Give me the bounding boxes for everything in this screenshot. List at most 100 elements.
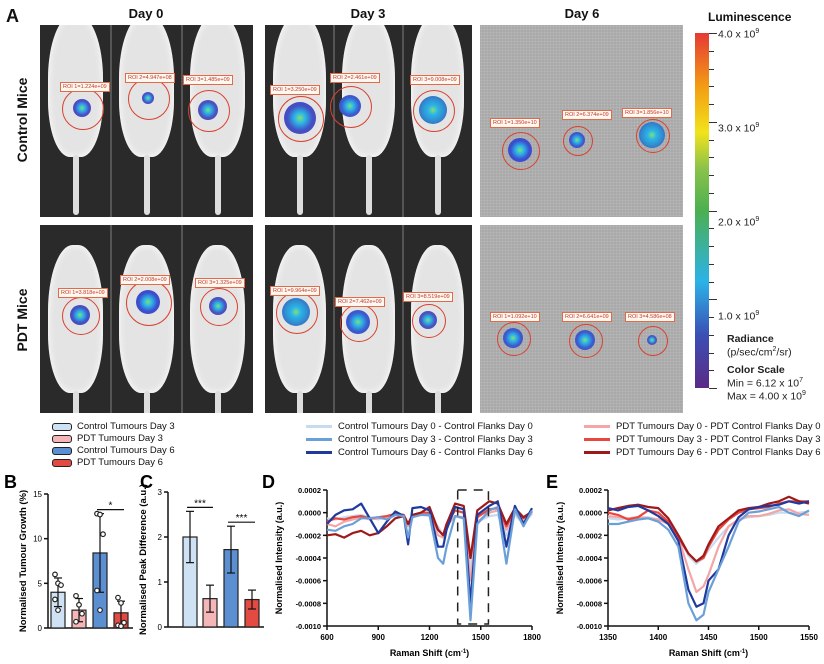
roi-label: ROI 2=6.374e+09	[562, 110, 612, 120]
roi-circle[interactable]	[413, 90, 455, 132]
roi-label: ROI 3=1.325e+09	[195, 278, 245, 288]
legend-line-swatch	[584, 438, 610, 441]
color-scale-label: Color Scale	[727, 364, 785, 376]
colorbar-tick-mark	[709, 334, 714, 336]
mouse-tail	[434, 391, 441, 413]
roi-label: ROI 3=8.519e+09	[403, 292, 453, 302]
legend-swatch	[52, 434, 72, 443]
y-tick-label: 0	[38, 624, 43, 633]
divider	[333, 25, 336, 217]
x-tick-label: 1500	[472, 633, 490, 642]
y-tick-label: -0.0002	[296, 531, 321, 540]
roi-label: ROI 2=4.947e+08	[125, 73, 175, 83]
roi-circle[interactable]	[188, 90, 230, 132]
legend-line-swatch	[584, 451, 610, 454]
colorbar-tick-mark	[709, 210, 717, 212]
panel-a-label: A	[6, 6, 19, 26]
data-point	[73, 618, 79, 625]
radiance-label: Radiance	[727, 333, 774, 345]
roi-label: ROI 1=9.964e+09	[270, 286, 320, 296]
y-tick-label: -0.0008	[296, 599, 321, 608]
series-line-2	[608, 505, 810, 622]
x-tick-label: 1400	[649, 633, 667, 642]
y-tick-label: 0.0002	[579, 486, 602, 495]
data-point	[100, 531, 106, 538]
x-tick-label: 1550	[800, 633, 818, 642]
roi-circle[interactable]	[636, 119, 670, 153]
colorbar-tick-mark	[709, 157, 714, 159]
divider	[180, 225, 183, 413]
colorbar-tick-mark	[709, 175, 714, 176]
y-tick-label: -0.0008	[577, 599, 602, 608]
colorbar-tick-mark	[709, 192, 714, 194]
legend-item-bar: Control Tumours Day 3	[52, 421, 175, 432]
data-point	[79, 610, 85, 617]
legend-item-bar: PDT Tumours Day 3	[52, 433, 163, 444]
series-line-2	[326, 505, 533, 622]
legend-item-line: PDT Tumours Day 6 - PDT Control Flanks D…	[584, 447, 821, 458]
colorbar-tick-mark	[709, 370, 714, 372]
legend-line-swatch	[306, 438, 332, 441]
data-point	[121, 619, 127, 626]
series-line-6	[607, 495, 810, 563]
colorbar-tick-mark	[709, 33, 717, 34]
roi-circle[interactable]	[200, 288, 238, 326]
y-tick-label: 0.0002	[298, 486, 321, 495]
roi-circle[interactable]	[569, 324, 603, 358]
roi-label: ROI 1=3.250e+09	[270, 85, 320, 95]
legend-label: PDT Tumours Day 6 - PDT Control Flanks D…	[616, 447, 821, 458]
divider	[180, 25, 183, 217]
day-0-heading: Day 0	[128, 6, 164, 21]
roi-circle[interactable]	[563, 126, 593, 156]
roi-circle[interactable]	[497, 322, 531, 356]
legend-item-line: PDT Tumours Day 0 - PDT Control Flanks D…	[584, 421, 821, 432]
legend-line-swatch	[584, 425, 610, 428]
roi-circle[interactable]	[278, 96, 324, 142]
data-point	[97, 607, 103, 614]
x-tick-label: 1450	[700, 633, 718, 642]
colorbar-tick-4: 4.0 x 109	[718, 28, 760, 41]
panel-label-e: E	[546, 472, 558, 492]
y-tick-label: -0.0004	[577, 554, 603, 563]
roi-circle[interactable]	[330, 86, 372, 128]
data-point	[115, 594, 121, 601]
y-tick-label: 2	[158, 533, 163, 542]
colorbar-tick-mark	[709, 352, 714, 354]
data-point	[52, 596, 58, 603]
y-axis-label: Normalised Intensity (a.u.)	[274, 502, 284, 615]
colorbar-tick-mark	[709, 50, 714, 52]
x-axis-label: Raman Shift (cm-1)	[669, 648, 748, 658]
legend-item-line: Control Tumours Day 6 - Control Flanks D…	[306, 447, 533, 458]
roi-label: ROI 2=2.461e+09	[330, 73, 380, 83]
mouse-tail	[365, 391, 372, 413]
significance-label: ***	[194, 498, 206, 509]
data-point	[73, 592, 79, 599]
colorbar-tick-1: 1.0 x 109	[718, 310, 760, 323]
divider	[401, 25, 404, 217]
roi-circle[interactable]	[502, 132, 540, 170]
x-tick-label: 600	[320, 633, 334, 642]
colorbar-tick-mark	[709, 299, 717, 301]
legend-label: Control Tumours Day 3 - Control Flanks D…	[338, 434, 533, 445]
legend-line-swatch	[306, 451, 332, 454]
roi-circle[interactable]	[638, 326, 668, 356]
colorbar-tick-mark	[709, 317, 714, 318]
roi-label: ROI 2=6.641e+09	[562, 312, 612, 322]
color-scale-max: Max = 4.00 x 109	[727, 390, 806, 403]
y-tick-label: -0.0006	[577, 577, 602, 586]
y-tick-label: 10	[33, 535, 42, 544]
legend-label: PDT Tumours Day 3 - PDT Control Flanks D…	[616, 434, 821, 445]
day-6-heading: Day 6	[564, 6, 600, 21]
roi-label: ROI 3=1.856e+10	[622, 108, 672, 118]
divider	[110, 25, 113, 217]
data-point	[118, 623, 124, 630]
divider	[333, 225, 336, 413]
x-tick-label: 900	[372, 633, 386, 642]
mouse-tail	[72, 391, 79, 413]
roi-circle[interactable]	[412, 304, 446, 338]
colorbar-tick-mark	[709, 263, 714, 265]
roi-label: ROI 2=7.462e+09	[335, 297, 385, 307]
highlight-box	[456, 489, 490, 625]
data-point	[58, 582, 64, 589]
mouse-tail	[365, 155, 372, 215]
